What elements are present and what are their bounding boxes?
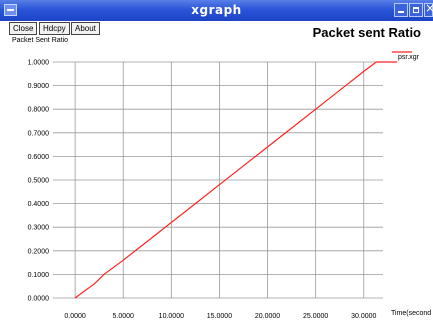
minimize-icon[interactable] [394, 3, 408, 17]
window-menu-icon[interactable] [4, 4, 17, 16]
x-tick-label: 20.0000 [255, 313, 280, 320]
y-tick-label: 0.7000 [28, 130, 50, 137]
chart-title: Packet sent Ratio [312, 25, 421, 40]
legend-label: psr.xgr [398, 54, 420, 61]
series-line [74, 61, 398, 299]
y-tick-label: 0.8000 [28, 107, 50, 114]
y-axis-label: Packet Sent Ratio [12, 37, 69, 44]
y-tick-label: 0.2000 [28, 248, 50, 255]
x-tick-label: 15.0000 [207, 313, 232, 320]
window-title: xgraph [191, 3, 242, 17]
x-tick-label: 10.0000 [159, 313, 184, 320]
x-axis-label: Time(second [391, 310, 431, 317]
y-tick-label: 0.5000 [28, 178, 50, 185]
x-tick-label: 25.0000 [303, 313, 328, 320]
x-tick-label: 0.0000 [64, 313, 86, 320]
maximize-icon[interactable] [409, 3, 423, 17]
y-tick-label: 0.3000 [28, 225, 50, 232]
series [74, 61, 398, 299]
about-button[interactable]: About [71, 22, 100, 35]
y-tick-label: 1.0000 [28, 60, 50, 67]
x-tick-label: 5.0000 [113, 313, 135, 320]
y-tick-label: 0.9000 [28, 83, 50, 90]
y-tick-label: 0.1000 [28, 272, 50, 279]
title-bar: xgraph [0, 0, 433, 21]
y-tick-label: 0.0000 [28, 296, 50, 303]
tick-labels: 0.0000 0.1000 0.2000 0.3000 0.4000 0.5000 0.60… [28, 60, 377, 321]
grid [53, 61, 383, 299]
x-tick-label: 30.0000 [351, 313, 376, 320]
hardcopy-button[interactable]: Hdcpy [39, 22, 70, 35]
y-tick-label: 0.6000 [28, 154, 50, 161]
close-button[interactable]: Close [9, 22, 38, 35]
legend: psr.xgr [392, 51, 420, 61]
y-tick-label: 0.4000 [28, 201, 50, 208]
